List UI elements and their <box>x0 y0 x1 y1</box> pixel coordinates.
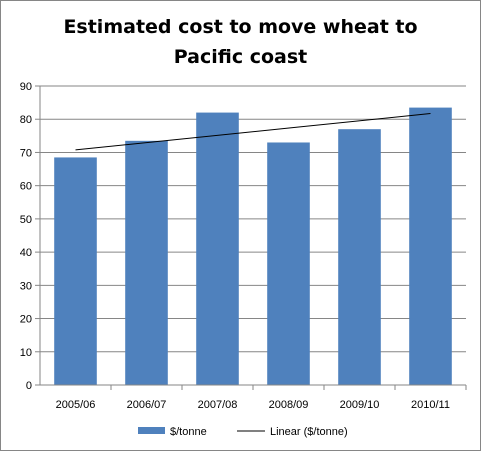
gridlines <box>40 85 466 353</box>
bar <box>267 142 310 385</box>
x-tick-label: 2007/08 <box>198 399 238 411</box>
x-tick-label: 2009/10 <box>340 399 380 411</box>
x-tick-label: 2008/09 <box>269 399 309 411</box>
axes <box>35 85 467 390</box>
chart-title: Estimated cost to move wheat to Pacific … <box>0 12 481 72</box>
y-tick-label: 70 <box>20 147 32 159</box>
y-tick-label: 50 <box>20 214 32 226</box>
bar <box>125 140 168 385</box>
trendline-line <box>75 113 431 151</box>
legend: $/tonne Linear ($/tonne) <box>138 426 348 438</box>
x-tick-labels: 2005/06 2006/07 2007/08 2008/09 2009/10 2010/… <box>56 399 450 411</box>
y-tick-label: 10 <box>20 347 32 359</box>
chart-title-line-2: Pacific coast <box>173 46 308 68</box>
legend-label-trendline: Linear ($/tonne) <box>270 426 348 438</box>
y-tick-label: 30 <box>20 280 32 292</box>
y-tick-label: 80 <box>20 114 32 126</box>
bars <box>54 107 452 386</box>
bar <box>196 112 239 386</box>
y-tick-label: 40 <box>20 247 32 259</box>
y-tick-label: 20 <box>20 314 32 326</box>
x-tick-label: 2005/06 <box>56 399 96 411</box>
bar <box>409 107 452 385</box>
y-tick-label: 0 <box>26 380 32 392</box>
y-tick-label: 60 <box>20 181 32 193</box>
bar <box>338 129 381 385</box>
legend-swatch-bar <box>138 427 165 434</box>
x-tick-label: 2010/11 <box>411 399 450 411</box>
y-tick-labels: 0 10 20 30 40 50 60 70 80 90 <box>20 81 32 392</box>
bar <box>54 157 97 385</box>
y-tick-label: 90 <box>20 81 32 93</box>
x-tick-label: 2006/07 <box>127 399 167 411</box>
legend-label-bar: $/tonne <box>170 426 207 438</box>
trendline <box>75 113 431 151</box>
chart-title-line-1: Estimated cost to move wheat to <box>63 16 418 38</box>
